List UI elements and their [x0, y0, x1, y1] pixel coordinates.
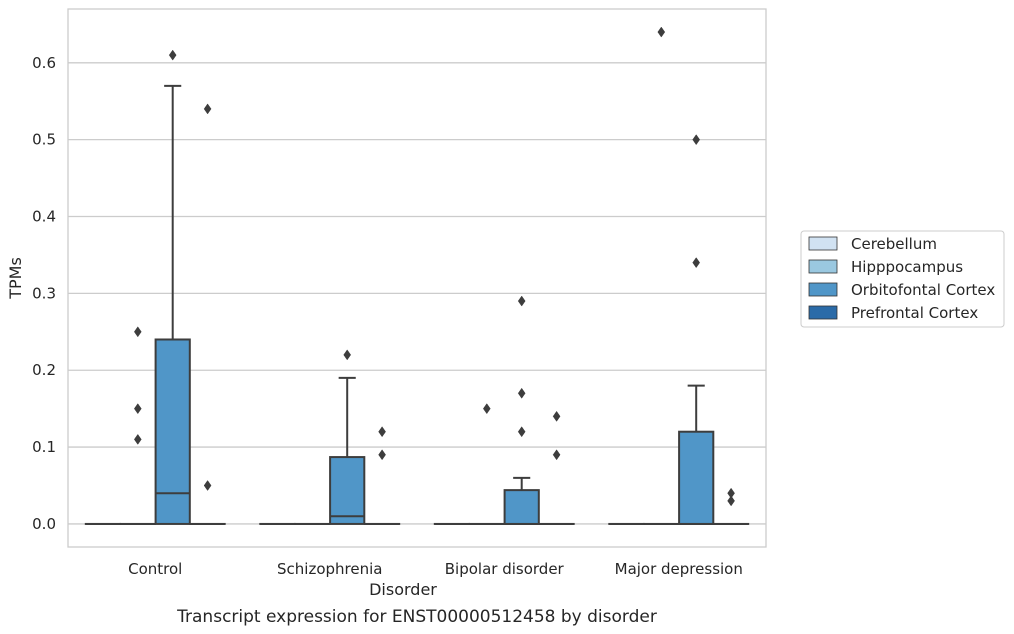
outlier-orbitofontal-cortex-control: [168, 49, 177, 61]
legend-label-prefrontal-cortex: Prefrontal Cortex: [851, 304, 978, 322]
box-marks: [84, 26, 750, 525]
y-tick-label: 0.2: [32, 361, 56, 379]
x-tick-label-schizophrenia: Schizophrenia: [277, 560, 382, 578]
outlier-orbitofontal-cortex-bipolar-disorder: [517, 426, 526, 438]
outlier-prefrontal-cortex-major-depression: [727, 495, 735, 507]
legend-swatch-prefrontal-cortex: [808, 305, 838, 320]
outlier-prefrontal-cortex-bipolar-disorder: [552, 410, 561, 422]
outlier-orbitofontal-cortex-major-depression: [692, 134, 701, 146]
outlier-prefrontal-cortex-schizophrenia: [378, 449, 386, 461]
chart-caption: Transcript expression for ENST0000051245…: [176, 607, 657, 627]
box-orbitofontal-cortex-major-depression: [678, 430, 715, 525]
y-tick-label: 0.4: [32, 208, 56, 226]
outlier-hipppocampus-control: [133, 326, 142, 338]
outlier-orbitofontal-cortex-major-depression: [692, 257, 701, 269]
plot-frame: [67, 8, 767, 548]
y-tick-label: 0.6: [32, 54, 56, 72]
box-orbitofontal-cortex-bipolar-disorder: [503, 489, 540, 525]
legend-frame: [800, 230, 1005, 328]
outlier-prefrontal-cortex-schizophrenia: [378, 426, 386, 438]
outlier-hipppocampus-control: [133, 433, 142, 445]
legend-label-cerebellum: Cerebellum: [851, 235, 937, 253]
x-tick-label-major-depression: Major depression: [615, 560, 743, 578]
legend-swatch-cerebellum: [808, 236, 838, 251]
outlier-orbitofontal-cortex-schizophrenia: [343, 349, 352, 361]
outlier-prefrontal-cortex-control: [203, 103, 212, 115]
outlier-hipppocampus-major-depression: [657, 26, 666, 38]
outlier-orbitofontal-cortex-bipolar-disorder: [517, 295, 526, 307]
legend-label-orbitofontal-cortex: Orbitofontal Cortex: [851, 281, 995, 299]
legend-label-hipppocampus: Hipppocampus: [851, 258, 963, 276]
x-tick-label-control: Control: [128, 560, 182, 578]
y-tick-label: 0.5: [32, 131, 56, 149]
y-axis-title: TPMs: [6, 257, 25, 300]
legend-swatch-hipppocampus: [808, 259, 838, 274]
y-tick-labels: 0.0 0.1 0.2 0.3 0.4 0.5 0.6: [32, 54, 56, 533]
outlier-prefrontal-cortex-bipolar-disorder: [552, 449, 561, 461]
y-tick-label: 0.1: [32, 438, 56, 456]
box-orbitofontal-cortex-schizophrenia: [329, 456, 366, 525]
box-orbitofontal-cortex-control: [154, 338, 191, 525]
y-tick-label: 0.3: [32, 284, 56, 302]
legend-swatch-orbitofontal-cortex: [808, 282, 838, 297]
x-tick-label-bipolar-disorder: Bipolar disorder: [445, 560, 565, 578]
x-axis-title: Disorder: [369, 580, 437, 599]
outlier-hipppocampus-control: [133, 403, 142, 415]
legend: Cerebellum Hipppocampus Orbitofontal Corte…: [800, 230, 1005, 328]
outlier-orbitofontal-cortex-bipolar-disorder: [517, 387, 526, 399]
x-tick-labels: Control Schizophrenia Bipolar disorder Majo…: [128, 560, 743, 578]
outlier-hipppocampus-bipolar-disorder: [482, 403, 491, 415]
y-tick-label: 0.0: [32, 515, 56, 533]
outlier-prefrontal-cortex-control: [203, 480, 212, 491]
